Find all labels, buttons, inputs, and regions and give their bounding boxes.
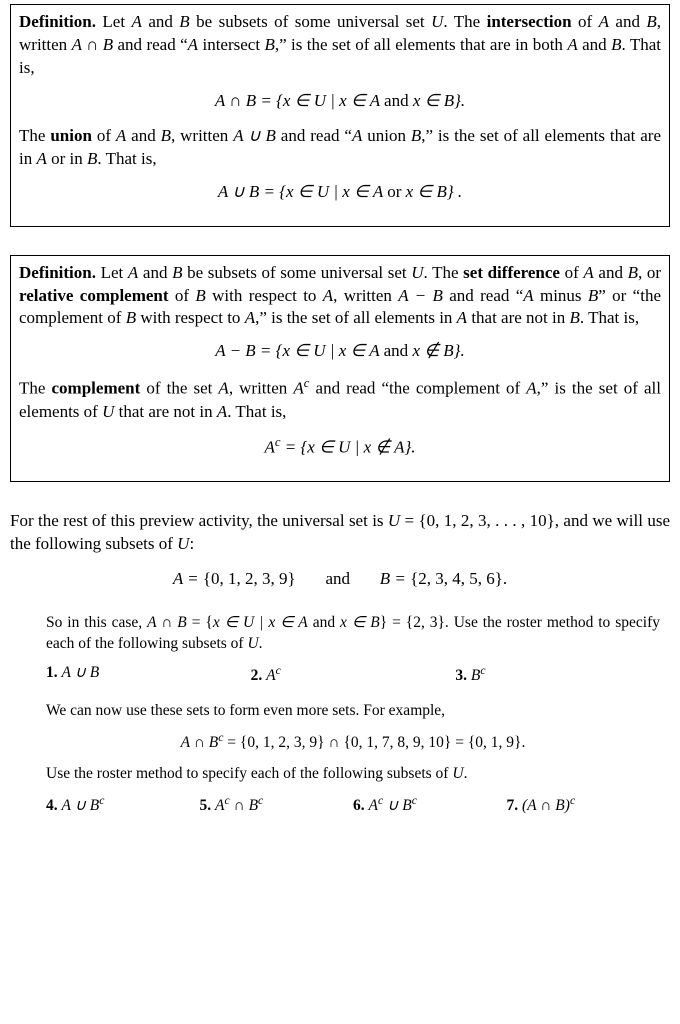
term-relative-complement: relative complement bbox=[19, 286, 169, 305]
exercise-block: So in this case, A ∩ B = {x ∈ U | x ∈ A … bbox=[46, 613, 660, 817]
term-set-difference: set difference bbox=[463, 263, 560, 282]
def1-para2: The union of A and B, written A ∪ B and … bbox=[19, 125, 661, 171]
def-label: Definition. bbox=[19, 263, 96, 282]
problem-3: 3. Bc bbox=[455, 663, 660, 687]
problem-2: 2. Ac bbox=[251, 663, 456, 687]
term-complement: complement bbox=[52, 379, 141, 398]
problems-row-2: 4. A ∪ Bc 5. Ac ∩ Bc 6. Ac ∪ Bc 7. (A ∩ … bbox=[46, 793, 660, 817]
def-label: Definition. bbox=[19, 12, 96, 31]
so-paragraph: So in this case, A ∩ B = {x ∈ U | x ∈ A … bbox=[46, 613, 660, 655]
problem-4: 4. A ∪ Bc bbox=[46, 793, 200, 817]
eq-union: A ∪ B = {x ∈ U | x ∈ A or x ∈ B} . bbox=[19, 181, 661, 204]
eq-intersection: A ∩ B = {x ∈ U | x ∈ A and x ∈ B}. bbox=[19, 90, 661, 113]
definition-intersection-union: Definition. Let A and B be subsets of so… bbox=[10, 4, 670, 227]
intro-paragraph: For the rest of this preview activity, t… bbox=[10, 510, 670, 556]
problem-1: 1. A ∪ B bbox=[46, 663, 251, 687]
sets-definition: A = {0, 1, 2, 3, 9} and B = {2, 3, 4, 5,… bbox=[10, 568, 670, 591]
use-roster-paragraph: Use the roster method to specify each of… bbox=[46, 764, 660, 785]
problems-row-1: 1. A ∪ B 2. Ac 3. Bc bbox=[46, 663, 660, 687]
term-union: union bbox=[50, 126, 92, 145]
def2-para2: The complement of the set A, written Ac … bbox=[19, 375, 661, 424]
def1-para1: Definition. Let A and B be subsets of so… bbox=[19, 11, 661, 80]
definition-difference-complement: Definition. Let A and B be subsets of so… bbox=[10, 255, 670, 483]
example-equation: A ∩ Bc = {0, 1, 2, 3, 9} ∩ {0, 1, 7, 8, … bbox=[46, 730, 660, 754]
eq-set-difference: A − B = {x ∈ U | x ∈ A and x ∉ B}. bbox=[19, 340, 661, 363]
problem-5: 5. Ac ∩ Bc bbox=[200, 793, 354, 817]
problem-6: 6. Ac ∪ Bc bbox=[353, 793, 507, 817]
problem-7: 7. (A ∩ B)c bbox=[507, 793, 661, 817]
eq-complement: Ac = {x ∈ U | x ∉ A}. bbox=[19, 434, 661, 460]
def2-para1: Definition. Let A and B be subsets of so… bbox=[19, 262, 661, 331]
more-sets-paragraph: We can now use these sets to form even m… bbox=[46, 701, 660, 722]
term-intersection: intersection bbox=[487, 12, 572, 31]
